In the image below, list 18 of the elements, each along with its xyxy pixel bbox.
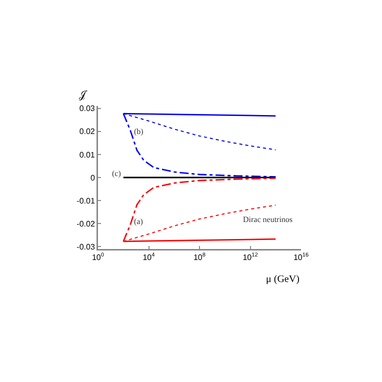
annotation: (b)	[134, 127, 144, 136]
y-tick-label: -0.03	[76, 242, 96, 252]
annotation: Dirac neutrinos	[243, 215, 293, 224]
x-tick-label: 10$^{16}$	[293, 252, 309, 262]
y-tick-label: 0	[90, 173, 96, 182]
y-tick-label: 0.01	[79, 150, 96, 160]
y-axis-title: 𝒥	[79, 90, 88, 101]
x-tick-label: 10$^{0}$	[92, 252, 104, 262]
x-axis-title: μ (GeV)	[266, 274, 300, 285]
annotation: (a)	[134, 217, 144, 226]
y-tick-label: -0.02	[76, 219, 96, 228]
y-tick-label: 0.02	[79, 127, 96, 136]
x-tick-label: 10$^{4}$	[142, 252, 155, 262]
x-tick-label: 10$^{8}$	[193, 252, 206, 262]
annotation: (c)	[112, 169, 122, 178]
x-tick-label: 10$^{12}$	[242, 252, 258, 262]
y-tick-label: -0.01	[76, 196, 96, 206]
y-tick-label: 0.03	[79, 104, 96, 114]
